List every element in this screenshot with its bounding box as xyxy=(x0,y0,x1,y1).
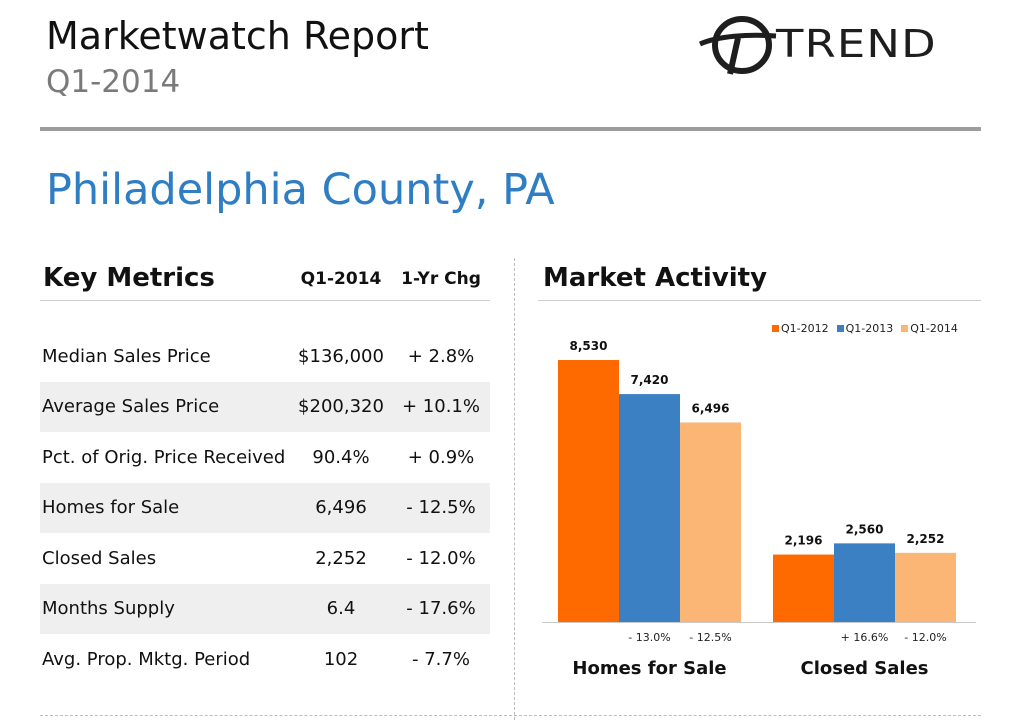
bar-value-label: 6,496 xyxy=(692,401,730,415)
report-period: Q1-2014 xyxy=(46,64,181,100)
bar xyxy=(773,554,834,622)
change-label: - 13.0% xyxy=(628,631,670,644)
bar xyxy=(680,422,741,622)
market-activity-heading: Market Activity xyxy=(543,263,768,293)
legend-item: Q1-2013 xyxy=(836,322,894,335)
county-title: Philadelphia County, PA xyxy=(46,165,555,215)
metric-change: + 10.1% xyxy=(402,396,480,418)
bar-value-label: 2,196 xyxy=(785,534,823,548)
header-divider xyxy=(40,127,981,131)
bar-value-label: 7,420 xyxy=(631,373,669,387)
bar-value-label: 8,530 xyxy=(570,339,608,353)
metric-label: Average Sales Price xyxy=(42,396,220,418)
category-label: Homes for Sale xyxy=(572,658,726,679)
table-row: Average Sales Price $200,320 + 10.1% xyxy=(40,381,490,432)
bar xyxy=(895,552,956,622)
bar xyxy=(834,543,895,622)
table-row: Avg. Prop. Mktg. Period 102 - 7.7% xyxy=(40,634,490,685)
metric-change: + 0.9% xyxy=(407,446,475,468)
legend-item: Q1-2012 xyxy=(772,322,829,335)
bar xyxy=(558,360,619,622)
logo-text: TREND xyxy=(776,22,937,66)
legend-label: Q1-2014 xyxy=(910,322,958,335)
metric-label: Months Supply xyxy=(42,598,175,620)
metric-change: - 7.7% xyxy=(412,648,470,670)
table-row: Closed Sales 2,252 - 12.0% xyxy=(40,533,490,584)
legend-item: Q1-2014 xyxy=(901,322,958,335)
category-label: Closed Sales xyxy=(800,658,928,679)
metric-change: - 12.0% xyxy=(406,547,476,569)
legend-label: Q1-2012 xyxy=(781,322,829,335)
key-metrics-table: Median Sales Price $136,000 + 2.8% Avera… xyxy=(40,331,490,685)
section-divider xyxy=(514,258,515,720)
table-row: Median Sales Price $136,000 + 2.8% xyxy=(40,331,490,382)
key-metrics-rule xyxy=(40,300,490,301)
table-row: Months Supply 6.4 - 17.6% xyxy=(40,583,490,634)
metric-value: 102 xyxy=(323,648,359,670)
metric-change: - 17.6% xyxy=(406,598,476,620)
change-label: - 12.0% xyxy=(904,631,946,644)
table-row: Pct. of Orig. Price Received 90.4% + 0.9… xyxy=(40,432,490,483)
bar xyxy=(619,394,680,622)
metric-label: Homes for Sale xyxy=(42,497,180,519)
chart-legend: Q1-2012 Q1-2013 Q1-2014 xyxy=(772,322,958,335)
metric-label: Median Sales Price xyxy=(42,345,211,367)
metric-label: Avg. Prop. Mktg. Period xyxy=(42,648,251,670)
market-activity-rule xyxy=(538,300,981,301)
metric-label: Closed Sales xyxy=(42,547,157,569)
legend-swatch xyxy=(772,325,779,332)
metric-change: + 2.8% xyxy=(407,345,475,367)
metric-label: Pct. of Orig. Price Received xyxy=(42,446,286,468)
change-label: + 16.6% xyxy=(841,631,889,644)
column-header-value: Q1-2014 xyxy=(300,269,382,289)
legend-swatch xyxy=(836,325,844,332)
metric-change: - 12.5% xyxy=(406,497,476,519)
trend-logo: TREND xyxy=(698,14,978,76)
metric-value: $136,000 xyxy=(298,345,384,367)
legend-label: Q1-2013 xyxy=(845,322,894,335)
report-title: Marketwatch Report xyxy=(46,14,429,58)
metric-value: 6.4 xyxy=(326,598,356,620)
column-header-change: 1-Yr Chg xyxy=(401,269,481,289)
bar-value-label: 2,252 xyxy=(907,532,945,546)
legend-swatch xyxy=(901,325,909,332)
trend-logo-mark-icon xyxy=(698,16,777,75)
metric-value: 6,496 xyxy=(315,497,367,519)
bar-value-label: 2,560 xyxy=(846,522,884,536)
footer-divider xyxy=(40,715,981,716)
change-label: - 12.5% xyxy=(689,631,731,644)
metric-value: 2,252 xyxy=(315,547,367,569)
metric-value: $200,320 xyxy=(298,396,384,418)
metric-value: 90.4% xyxy=(312,446,370,468)
table-row: Homes for Sale 6,496 - 12.5% xyxy=(40,482,490,533)
key-metrics-heading: Key Metrics xyxy=(43,263,215,293)
